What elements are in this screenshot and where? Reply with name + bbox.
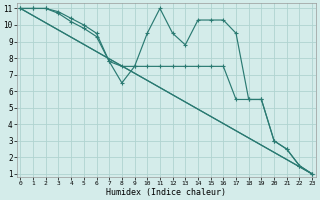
X-axis label: Humidex (Indice chaleur): Humidex (Indice chaleur) (106, 188, 226, 197)
